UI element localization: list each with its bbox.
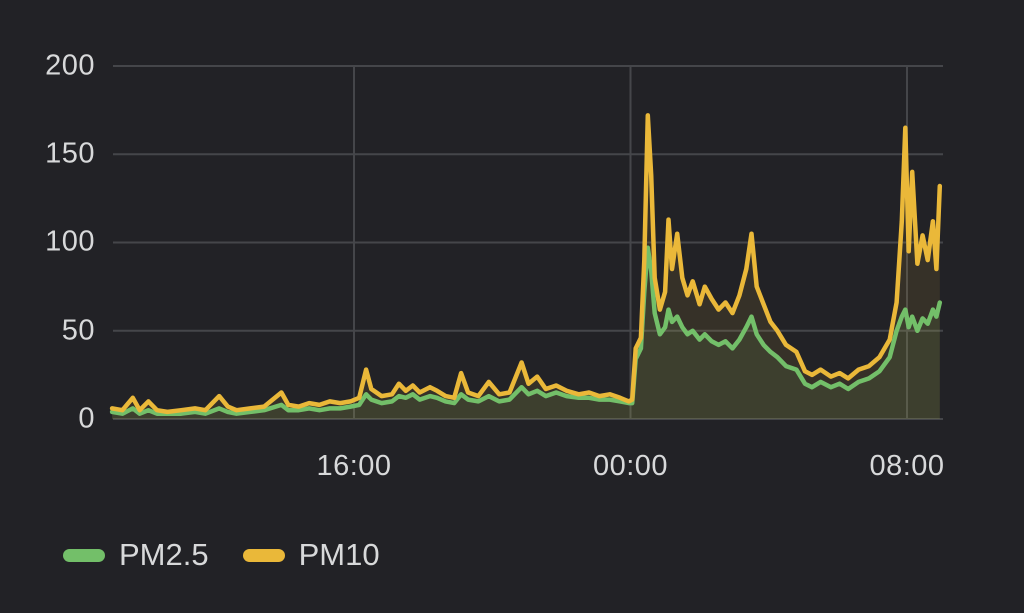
y-tick-0: 0 bbox=[78, 402, 95, 435]
y-tick-200: 200 bbox=[45, 49, 95, 82]
pm10-series-swatch-icon bbox=[242, 548, 285, 562]
legend-item-pm10[interactable]: PM10 bbox=[242, 537, 380, 573]
legend: PM2.5 PM10 bbox=[63, 533, 380, 577]
pm10-line bbox=[109, 113, 943, 415]
x-tick-0000: 00:00 bbox=[592, 450, 669, 482]
pm25-series-swatch-icon bbox=[63, 548, 105, 562]
y-tick-100: 100 bbox=[45, 225, 95, 258]
x-tick-1600: 16:00 bbox=[316, 450, 392, 482]
pm2.5-area bbox=[112, 247, 940, 419]
legend-label-pm10: PM10 bbox=[298, 537, 380, 572]
legend-item-pm25[interactable]: PM2.5 bbox=[63, 537, 209, 573]
pm2.5-line bbox=[109, 245, 943, 416]
y-tick-50: 50 bbox=[61, 314, 95, 346]
legend-label-pm25: PM2.5 bbox=[119, 537, 209, 572]
x-tick-0800: 08:00 bbox=[869, 450, 945, 482]
pm10-area bbox=[112, 115, 940, 420]
y-tick-150: 150 bbox=[45, 137, 95, 170]
